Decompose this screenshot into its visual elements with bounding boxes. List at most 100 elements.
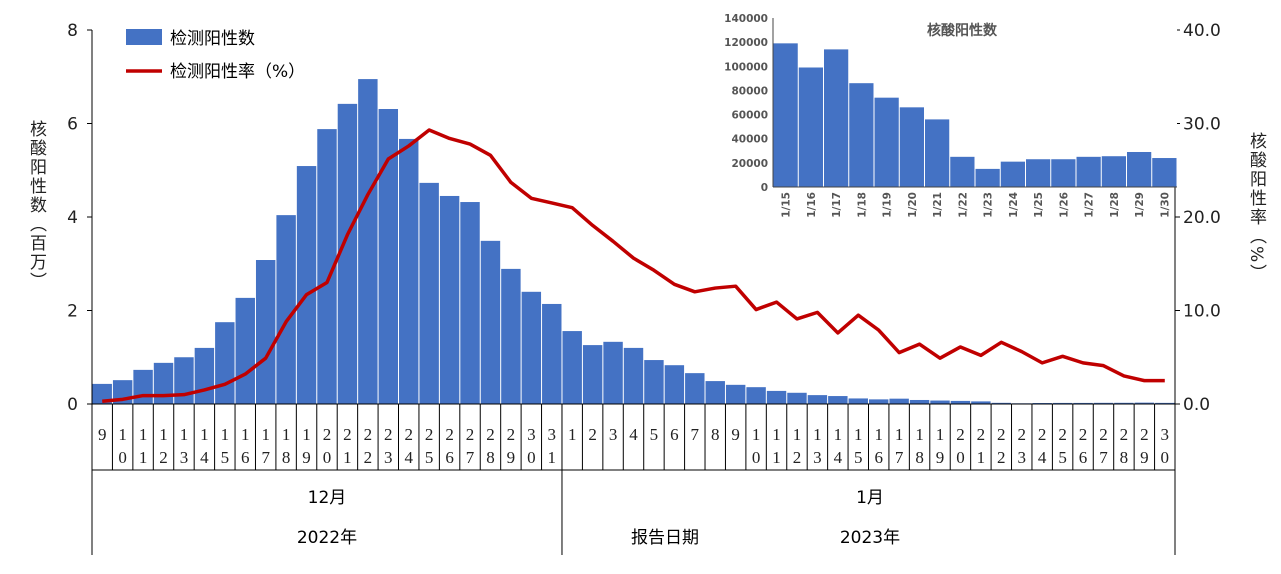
inset-bar <box>1026 159 1051 187</box>
x-tick-label: 1 <box>139 448 148 467</box>
x-tick-label: 1 <box>139 425 148 444</box>
x-tick-label: 3 <box>813 448 822 467</box>
x-tick-label: 7 <box>895 448 904 467</box>
x-tick-label: 3 <box>384 448 393 467</box>
bar <box>337 103 358 405</box>
inset-x-tick-label: 1/22 <box>957 192 969 218</box>
bar <box>848 398 868 404</box>
x-tick-label: 0 <box>527 448 536 467</box>
x-tick-label: 9 <box>98 425 107 444</box>
bar <box>255 260 276 404</box>
y2-tick-label: 10.0 <box>1183 302 1221 322</box>
month-label: 1月 <box>856 488 884 508</box>
x-tick-label: 3 <box>180 448 189 467</box>
inset-bar <box>1127 151 1152 187</box>
x-tick-label: 9 <box>731 425 740 444</box>
inset-y-tick-label: 100000 <box>724 61 768 73</box>
bar <box>542 303 562 404</box>
inset-x-tick-label: 1/18 <box>856 192 868 218</box>
inset-bar <box>773 43 798 187</box>
bar <box>521 291 542 404</box>
year-label: 2022年 <box>297 528 357 548</box>
bar <box>133 369 153 404</box>
x-tick-label: 4 <box>629 425 638 444</box>
x-tick-label: 1 <box>915 425 924 444</box>
y2-tick-label: 0.0 <box>1183 395 1210 415</box>
x-tick-label: 1 <box>302 425 311 444</box>
x-tick-label: 1 <box>261 425 270 444</box>
inset-y-tick-label: 120000 <box>724 37 768 49</box>
x-tick-label: 1 <box>180 425 189 444</box>
bar <box>603 341 623 404</box>
x-tick-label: 8 <box>915 448 924 467</box>
x-tick-label: 6 <box>670 425 679 444</box>
x-tick-label: 6 <box>874 448 883 467</box>
inset-bar <box>1101 156 1126 187</box>
inset-x-tick-label: 1/24 <box>1008 192 1020 218</box>
x-tick-label: 9 <box>936 448 945 467</box>
inset-bar <box>1076 156 1101 187</box>
x-tick-label: 2 <box>507 425 516 444</box>
inset-bar <box>849 83 874 187</box>
x-tick-label: 8 <box>282 448 291 467</box>
bar <box>419 182 439 404</box>
inset-x-tick-label: 1/19 <box>882 192 894 218</box>
bar <box>358 79 378 405</box>
inset-y-tick-label: 60000 <box>731 110 768 122</box>
x-tick-label: 0 <box>752 448 761 467</box>
inset-bar <box>899 107 924 187</box>
inset-y-tick-label: 20000 <box>731 158 768 170</box>
bar <box>725 384 746 404</box>
x-tick-label: 7 <box>1099 448 1108 467</box>
bar <box>1093 402 1114 404</box>
bar <box>276 215 296 404</box>
inset-x-tick-label: 1/20 <box>907 192 919 218</box>
x-tick-label: 2 <box>1120 425 1129 444</box>
x-tick-label: 1 <box>977 448 986 467</box>
x-tick-label: 2 <box>323 425 332 444</box>
bar <box>235 297 255 404</box>
inset-bar <box>1000 161 1025 187</box>
x-tick-label: 9 <box>507 448 516 467</box>
x-tick-label: 9 <box>302 448 311 467</box>
bar <box>215 322 235 404</box>
bar <box>746 387 766 404</box>
inset-bar <box>925 119 950 187</box>
x-tick-label: 2 <box>1017 425 1026 444</box>
inset-bar <box>798 67 823 187</box>
inset-x-tick-label: 1/25 <box>1033 192 1045 218</box>
bar <box>317 129 337 405</box>
x-tick-label: 4 <box>200 448 209 467</box>
x-tick-label: 1 <box>159 425 168 444</box>
inset-x-tick-label: 1/17 <box>831 192 843 218</box>
y-tick-label: 8 <box>67 21 78 41</box>
y-tick-label: 2 <box>67 302 78 322</box>
x-tick-label: 2 <box>486 425 495 444</box>
bar <box>92 383 112 404</box>
x-tick-label: 4 <box>404 448 413 467</box>
bar <box>950 400 971 404</box>
bar <box>623 347 644 404</box>
bar <box>378 109 399 404</box>
x-tick-label: 1 <box>568 425 577 444</box>
legend-label: 检测阳性率（%） <box>170 62 305 82</box>
x-tick-label: 2 <box>343 425 352 444</box>
inset-x-tick-label: 1/30 <box>1159 192 1171 218</box>
inset-x-tick-label: 1/21 <box>932 192 944 218</box>
inset-bar <box>1051 159 1076 187</box>
x-tick-label: 2 <box>404 425 413 444</box>
x-tick-label: 2 <box>956 425 965 444</box>
y-tick-label: 4 <box>67 208 78 228</box>
bar <box>1155 402 1175 404</box>
x-tick-label: 2 <box>159 448 168 467</box>
bar <box>807 395 828 404</box>
inset-x-tick-label: 1/23 <box>983 192 995 218</box>
bar <box>787 392 807 404</box>
x-tick-label: 0 <box>323 448 332 467</box>
bar <box>766 390 787 404</box>
x-tick-label: 3 <box>1161 425 1170 444</box>
bar <box>1114 402 1134 404</box>
bar <box>399 138 419 405</box>
x-tick-label: 1 <box>772 448 781 467</box>
